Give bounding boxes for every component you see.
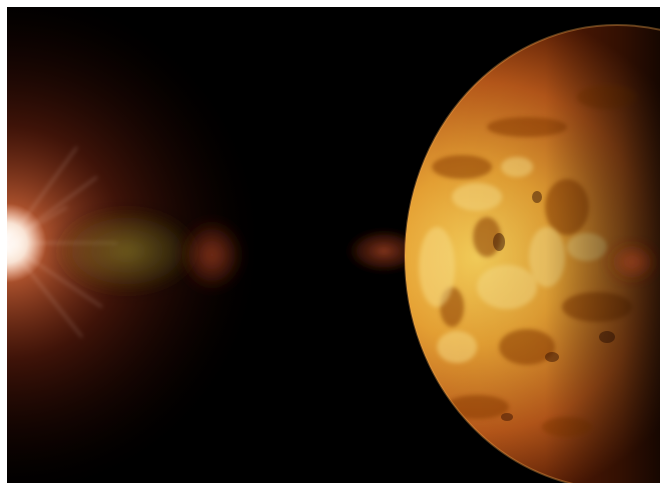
space-scene bbox=[7, 7, 660, 483]
red-lens-flare-center bbox=[342, 226, 426, 276]
photo-frame bbox=[7, 7, 660, 483]
green-lens-flare bbox=[47, 203, 207, 299]
red-lens-flare-left bbox=[177, 215, 247, 295]
red-lens-flare-right bbox=[604, 240, 660, 284]
